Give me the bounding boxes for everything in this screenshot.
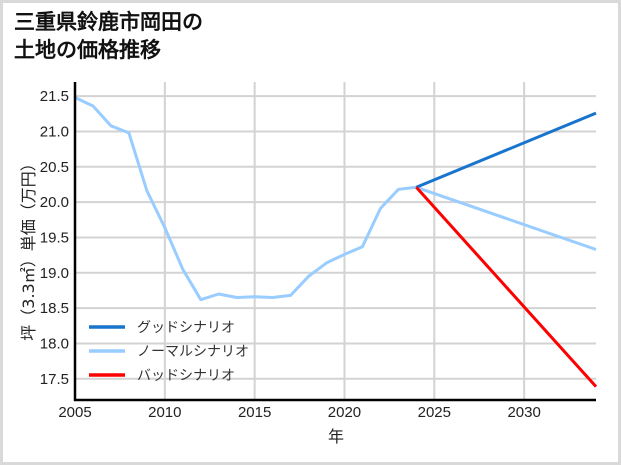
legend-label: グッドシナリオ: [137, 320, 235, 336]
series-line: [415, 111, 597, 189]
y-tick-label: 19.5: [40, 229, 69, 246]
y-axis-label: 坪（3.3㎡）単価（万円）: [19, 155, 38, 340]
x-tick-label: 2020: [328, 404, 361, 421]
y-tick-label: 21.5: [40, 88, 69, 105]
tick-labels: 17.5 18.0 18.5 19.0 19.5 20.0 20.5 21.0 21.5 2005…: [40, 88, 541, 421]
chart-title: 三重県鈴鹿市岡田の 土地の価格推移: [14, 8, 203, 64]
chart-title-line-1: 三重県鈴鹿市岡田の: [14, 10, 203, 34]
y-tick-label: 17.5: [40, 371, 69, 388]
data-series: [74, 96, 598, 388]
x-tick-label: 2010: [148, 404, 181, 421]
x-tick-label: 2025: [418, 404, 451, 421]
series-line: [74, 96, 597, 302]
grid-lines: [74, 82, 596, 400]
y-tick-label: 21.0: [40, 123, 69, 140]
legend-label: バッドシナリオ: [137, 368, 235, 384]
chart-title-line-2: 土地の価格推移: [14, 38, 161, 62]
x-tick-label: 2005: [58, 404, 91, 421]
x-tick-label: 2015: [238, 404, 271, 421]
y-tick-label: 19.0: [40, 265, 69, 282]
y-tick-label: 18.5: [40, 300, 69, 317]
y-tick-label: 20.0: [40, 194, 69, 211]
series-line: [415, 186, 598, 388]
y-tick-label: 20.5: [40, 159, 69, 176]
y-tick-label: 18.0: [40, 335, 69, 352]
axes: [73, 82, 596, 402]
legend-label: ノーマルシナリオ: [137, 344, 249, 360]
x-tick-label: 2030: [507, 404, 540, 421]
x-axis-label: 年: [328, 427, 344, 446]
